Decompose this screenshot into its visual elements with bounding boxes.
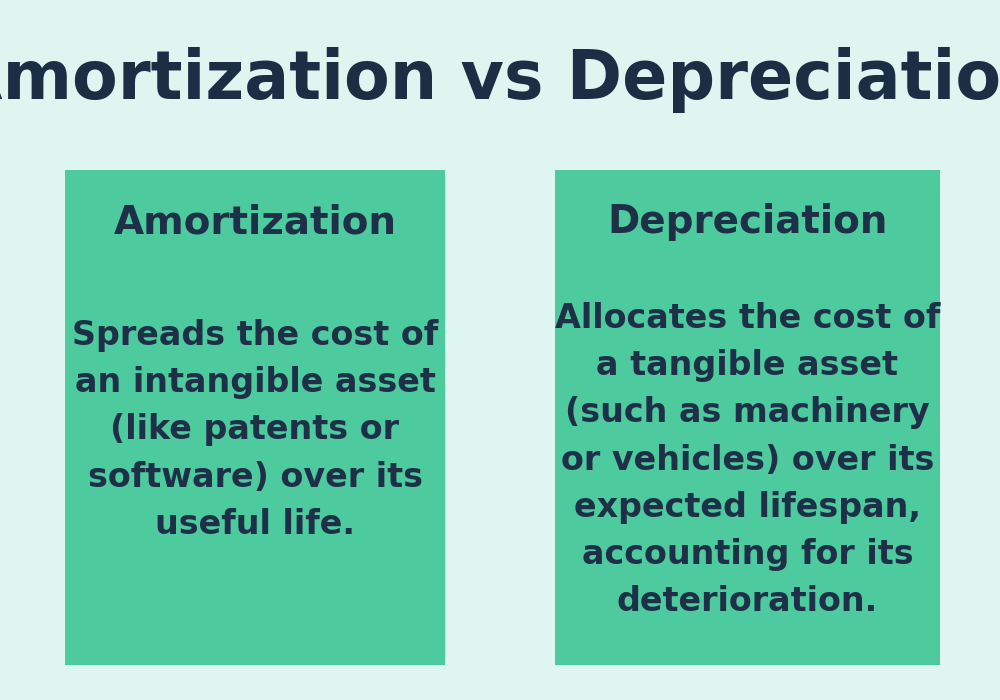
Text: Depreciation: Depreciation	[607, 203, 888, 241]
Text: Spreads the cost of
an intangible asset
(like patents or
software) over its
usef: Spreads the cost of an intangible asset …	[72, 319, 438, 541]
Text: Allocates the cost of
a tangible asset
(such as machinery
or vehicles) over its
: Allocates the cost of a tangible asset (…	[555, 302, 940, 618]
Text: Amortization: Amortization	[114, 203, 396, 241]
Bar	[555, 170, 940, 665]
Text: Amortization vs Depreciation: Amortization vs Depreciation	[0, 47, 1000, 113]
Bar	[65, 170, 445, 665]
